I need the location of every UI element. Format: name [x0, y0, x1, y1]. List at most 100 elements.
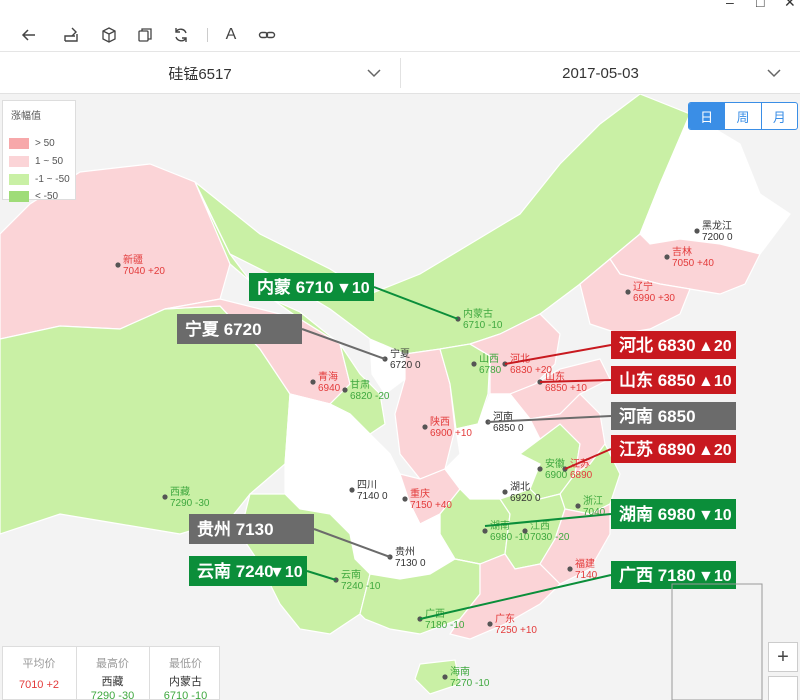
province-region[interactable] [414, 659, 461, 695]
callout-text: 广西 7180 [619, 565, 696, 585]
province-marker[interactable] [471, 361, 477, 367]
legend-item[interactable]: > 50 [9, 137, 55, 149]
callout-box [611, 402, 736, 430]
date-select[interactable]: 2017-05-03 [401, 52, 800, 94]
close-button[interactable]: ✕ [784, 0, 796, 10]
callout-云南[interactable]: 云南 7240▼10 [189, 556, 307, 586]
callout-text: 山东 6850 [619, 370, 696, 390]
province-name: 福建 [575, 557, 595, 570]
province-price: 6850 0 [493, 423, 524, 434]
province-marker[interactable] [567, 566, 573, 572]
callout-text: 内蒙 6710 [257, 277, 334, 297]
callout-湖南[interactable]: 湖南 6980 ▼10 [611, 499, 736, 529]
legend-item[interactable]: -1 ~ -50 [9, 173, 70, 185]
stat-highest-province: 西藏 [101, 676, 124, 688]
province-marker[interactable] [442, 674, 448, 680]
tab-day[interactable]: 日 [689, 103, 726, 129]
font-icon[interactable]: A [225, 26, 237, 43]
province-marker[interactable] [342, 387, 348, 393]
province-region[interactable] [579, 258, 691, 335]
province-price: 7140 0 [357, 491, 388, 502]
province-marker[interactable] [487, 621, 493, 627]
legend-swatch [9, 173, 29, 185]
province-price: 6900 +10 [430, 428, 472, 439]
maximize-button[interactable]: □ [756, 0, 765, 10]
callout-贵州[interactable]: 贵州 7130 [189, 514, 314, 544]
legend-label: -1 ~ -50 [35, 173, 70, 185]
callout-山东[interactable]: 山东 6850 ▲10 [611, 366, 736, 394]
province-name: 辽宁 [633, 280, 653, 293]
callout-change: ▲20 [698, 338, 732, 355]
tab-week[interactable]: 周 [725, 103, 762, 129]
callout-宁夏[interactable]: 宁夏 6720 [177, 314, 302, 344]
tab-month[interactable]: 月 [772, 109, 786, 125]
map-area[interactable]: 新疆 7040 +20 西藏 7290 -30 青海 6940 甘肃 6820 -20 宁夏 67… [0, 94, 800, 700]
province-region[interactable] [449, 553, 561, 640]
province-name: 陕西 [430, 415, 450, 428]
product-select-value: 硅锰6517 [168, 65, 232, 83]
province-price: 7270 -10 [450, 678, 490, 689]
zoom-in-button[interactable]: + [768, 642, 798, 672]
callout-box [189, 514, 314, 544]
product-select[interactable]: 硅锰6517 [0, 52, 400, 94]
link-icon[interactable] [256, 24, 278, 46]
province-marker[interactable] [310, 379, 316, 385]
copy-icon[interactable] [134, 24, 156, 46]
callout-广西[interactable]: 广西 7180 ▼10 [611, 561, 736, 589]
province-marker[interactable] [575, 503, 581, 509]
province-marker[interactable] [537, 466, 543, 472]
stats-panel: 平均价 7010 +2 最高价 西藏 7290 -30 最低价 内蒙古 6710… [2, 646, 220, 700]
back-arrow-icon[interactable] [18, 24, 40, 46]
province-marker[interactable] [694, 228, 700, 234]
province-name: 湖北 [510, 481, 530, 493]
callout-江苏[interactable]: 江苏 6890 ▲20 [611, 435, 736, 463]
province-marker[interactable] [422, 424, 428, 430]
callout-text: 云南 7240 [197, 561, 274, 581]
province-price: 6780 [479, 365, 502, 376]
province-marker[interactable] [522, 528, 528, 534]
province-price: 7250 +10 [495, 625, 537, 636]
province-marker[interactable] [349, 487, 355, 493]
cube-icon[interactable] [98, 24, 120, 46]
legend-label: > 50 [35, 137, 55, 149]
province-price: 7140 [575, 570, 598, 581]
province-marker[interactable] [162, 494, 168, 500]
province-price: 6990 +30 [633, 293, 675, 304]
stat-highest-label: 最高价 [96, 658, 129, 670]
chevron-down-icon [767, 69, 781, 78]
province-marker[interactable] [502, 489, 508, 495]
province-marker[interactable] [664, 254, 670, 260]
province-name: 海南 [450, 665, 470, 678]
province-marker[interactable] [402, 496, 408, 502]
callout-change: ▼10 [269, 564, 303, 581]
province-region[interactable] [468, 313, 561, 395]
province-marker[interactable] [625, 289, 631, 295]
refresh-icon[interactable] [170, 24, 192, 46]
province-marker[interactable] [115, 262, 121, 268]
zoom-out-button[interactable] [768, 676, 798, 700]
callout-河北[interactable]: 河北 6830 ▲20 [611, 331, 736, 359]
callout-内蒙[interactable]: 内蒙 6710 ▼10 [249, 273, 374, 301]
province-name: 贵州 [395, 545, 415, 558]
callout-change: ▲10 [698, 373, 732, 390]
province-price: 7030 -20 [530, 532, 570, 543]
legend-item[interactable]: 1 ~ 50 [9, 155, 63, 167]
callout-leader-line [504, 344, 612, 365]
province-name: 山东 [545, 370, 565, 383]
legend-item[interactable]: < -50 [9, 190, 58, 202]
province-price: 7130 0 [395, 558, 426, 569]
legend: 涨幅值 > 50 1 ~ 50 -1 ~ -50 < -50 [2, 100, 76, 202]
province-price: 6720 0 [390, 360, 421, 371]
province-marker[interactable] [482, 528, 488, 534]
callout-河南[interactable]: 河南 6850 [611, 402, 736, 430]
minimize-button[interactable]: – [726, 0, 734, 10]
province-name: 黑龙江 [702, 219, 732, 232]
callout-box [249, 273, 374, 301]
province-name: 重庆 [410, 487, 430, 500]
date-select-value: 2017-05-03 [562, 64, 639, 82]
province-price: 6830 +20 [510, 365, 552, 376]
callout-leader-line [564, 448, 612, 470]
legend-label: 1 ~ 50 [35, 155, 64, 167]
share-icon[interactable] [60, 24, 82, 46]
